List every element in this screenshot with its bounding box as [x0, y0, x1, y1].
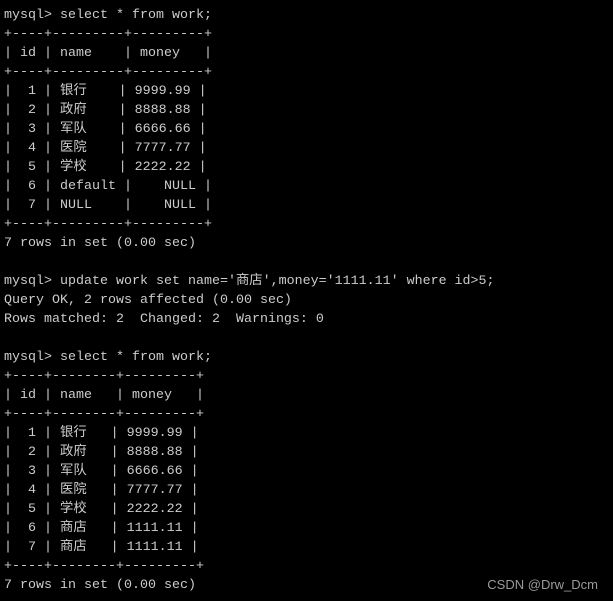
table-row: | 3 | 军队 | 6666.66 | — [4, 122, 207, 137]
table-border: +----+--------+---------+ — [4, 559, 204, 574]
table-border: +----+---------+---------+ — [4, 65, 212, 80]
table-border: +----+--------+---------+ — [4, 407, 204, 422]
table-row: | 1 | 银行 | 9999.99 | — [4, 426, 199, 441]
table-row: | id | name | money | — [4, 46, 212, 61]
table-row: | 2 | 政府 | 8888.88 | — [4, 103, 207, 118]
terminal-output[interactable]: mysql> select * from work; +----+--------… — [4, 6, 495, 595]
table-border: +----+---------+---------+ — [4, 217, 212, 232]
table-row: | 1 | 银行 | 9999.99 | — [4, 84, 207, 99]
watermark: CSDN @Drw_Dcm — [487, 577, 598, 592]
table-border: +----+---------+---------+ — [4, 27, 212, 42]
table-row: | 6 | 商店 | 1111.11 | — [4, 521, 199, 536]
output-line: 7 rows in set (0.00 sec) — [4, 236, 196, 251]
table-row: | 3 | 军队 | 6666.66 | — [4, 464, 199, 479]
command-line: mysql> select * from work; — [4, 8, 212, 23]
table-row: | 4 | 医院 | 7777.77 | — [4, 483, 199, 498]
table-row: | 4 | 医院 | 7777.77 | — [4, 141, 207, 156]
output-line — [4, 329, 495, 348]
table-row: | 2 | 政府 | 8888.88 | — [4, 445, 199, 460]
table-row: | 6 | default | NULL | — [4, 179, 212, 194]
table-row: | 7 | 商店 | 1111.11 | — [4, 540, 199, 555]
table-row: | id | name | money | — [4, 388, 204, 403]
output-line: Rows matched: 2 Changed: 2 Warnings: 0 — [4, 312, 324, 327]
table-row: | 7 | NULL | NULL | — [4, 198, 212, 213]
output-line: Query OK, 2 rows affected (0.00 sec) — [4, 293, 292, 308]
table-border: +----+--------+---------+ — [4, 369, 204, 384]
command-line: mysql> update work set name='商店',money='… — [4, 274, 495, 289]
command-line: mysql> select * from work; — [4, 350, 212, 365]
output-line — [4, 253, 495, 272]
output-line: 7 rows in set (0.00 sec) — [4, 578, 196, 593]
table-row: | 5 | 学校 | 2222.22 | — [4, 160, 207, 175]
table-row: | 5 | 学校 | 2222.22 | — [4, 502, 199, 517]
